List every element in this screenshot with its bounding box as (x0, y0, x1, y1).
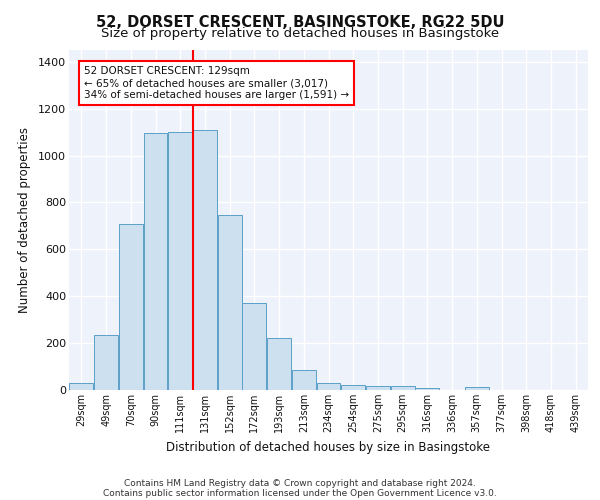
Bar (292, 370, 316, 390)
Bar (317, 383, 340, 390)
Bar (341, 386, 365, 390)
Bar (391, 386, 415, 390)
Text: 52, DORSET CRESCENT, BASINGSTOKE, RG22 5DU: 52, DORSET CRESCENT, BASINGSTOKE, RG22 5… (96, 15, 504, 30)
Text: 52 DORSET CRESCENT: 129sqm
← 65% of detached houses are smaller (3,017)
34% of s: 52 DORSET CRESCENT: 129sqm ← 65% of deta… (84, 66, 349, 100)
Bar (267, 338, 291, 390)
Bar (143, 133, 167, 390)
Bar (366, 386, 390, 390)
Y-axis label: Number of detached properties: Number of detached properties (18, 127, 31, 313)
Bar (193, 130, 217, 390)
Bar (465, 387, 489, 390)
Bar (94, 335, 118, 390)
Text: Contains HM Land Registry data © Crown copyright and database right 2024.: Contains HM Land Registry data © Crown c… (124, 478, 476, 488)
Text: Size of property relative to detached houses in Basingstoke: Size of property relative to detached ho… (101, 28, 499, 40)
Bar (415, 388, 439, 390)
Bar (168, 132, 192, 390)
X-axis label: Distribution of detached houses by size in Basingstoke: Distribution of detached houses by size … (167, 440, 491, 454)
Bar (119, 224, 143, 390)
Text: Contains public sector information licensed under the Open Government Licence v3: Contains public sector information licen… (103, 488, 497, 498)
Bar (242, 303, 266, 390)
Bar (218, 216, 242, 390)
Bar (70, 383, 94, 390)
